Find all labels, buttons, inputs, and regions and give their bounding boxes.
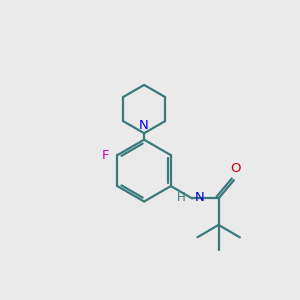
Text: N: N bbox=[195, 191, 205, 204]
Text: H: H bbox=[177, 191, 186, 204]
Text: N: N bbox=[139, 119, 149, 132]
Text: F: F bbox=[102, 149, 109, 162]
Text: O: O bbox=[230, 162, 241, 175]
